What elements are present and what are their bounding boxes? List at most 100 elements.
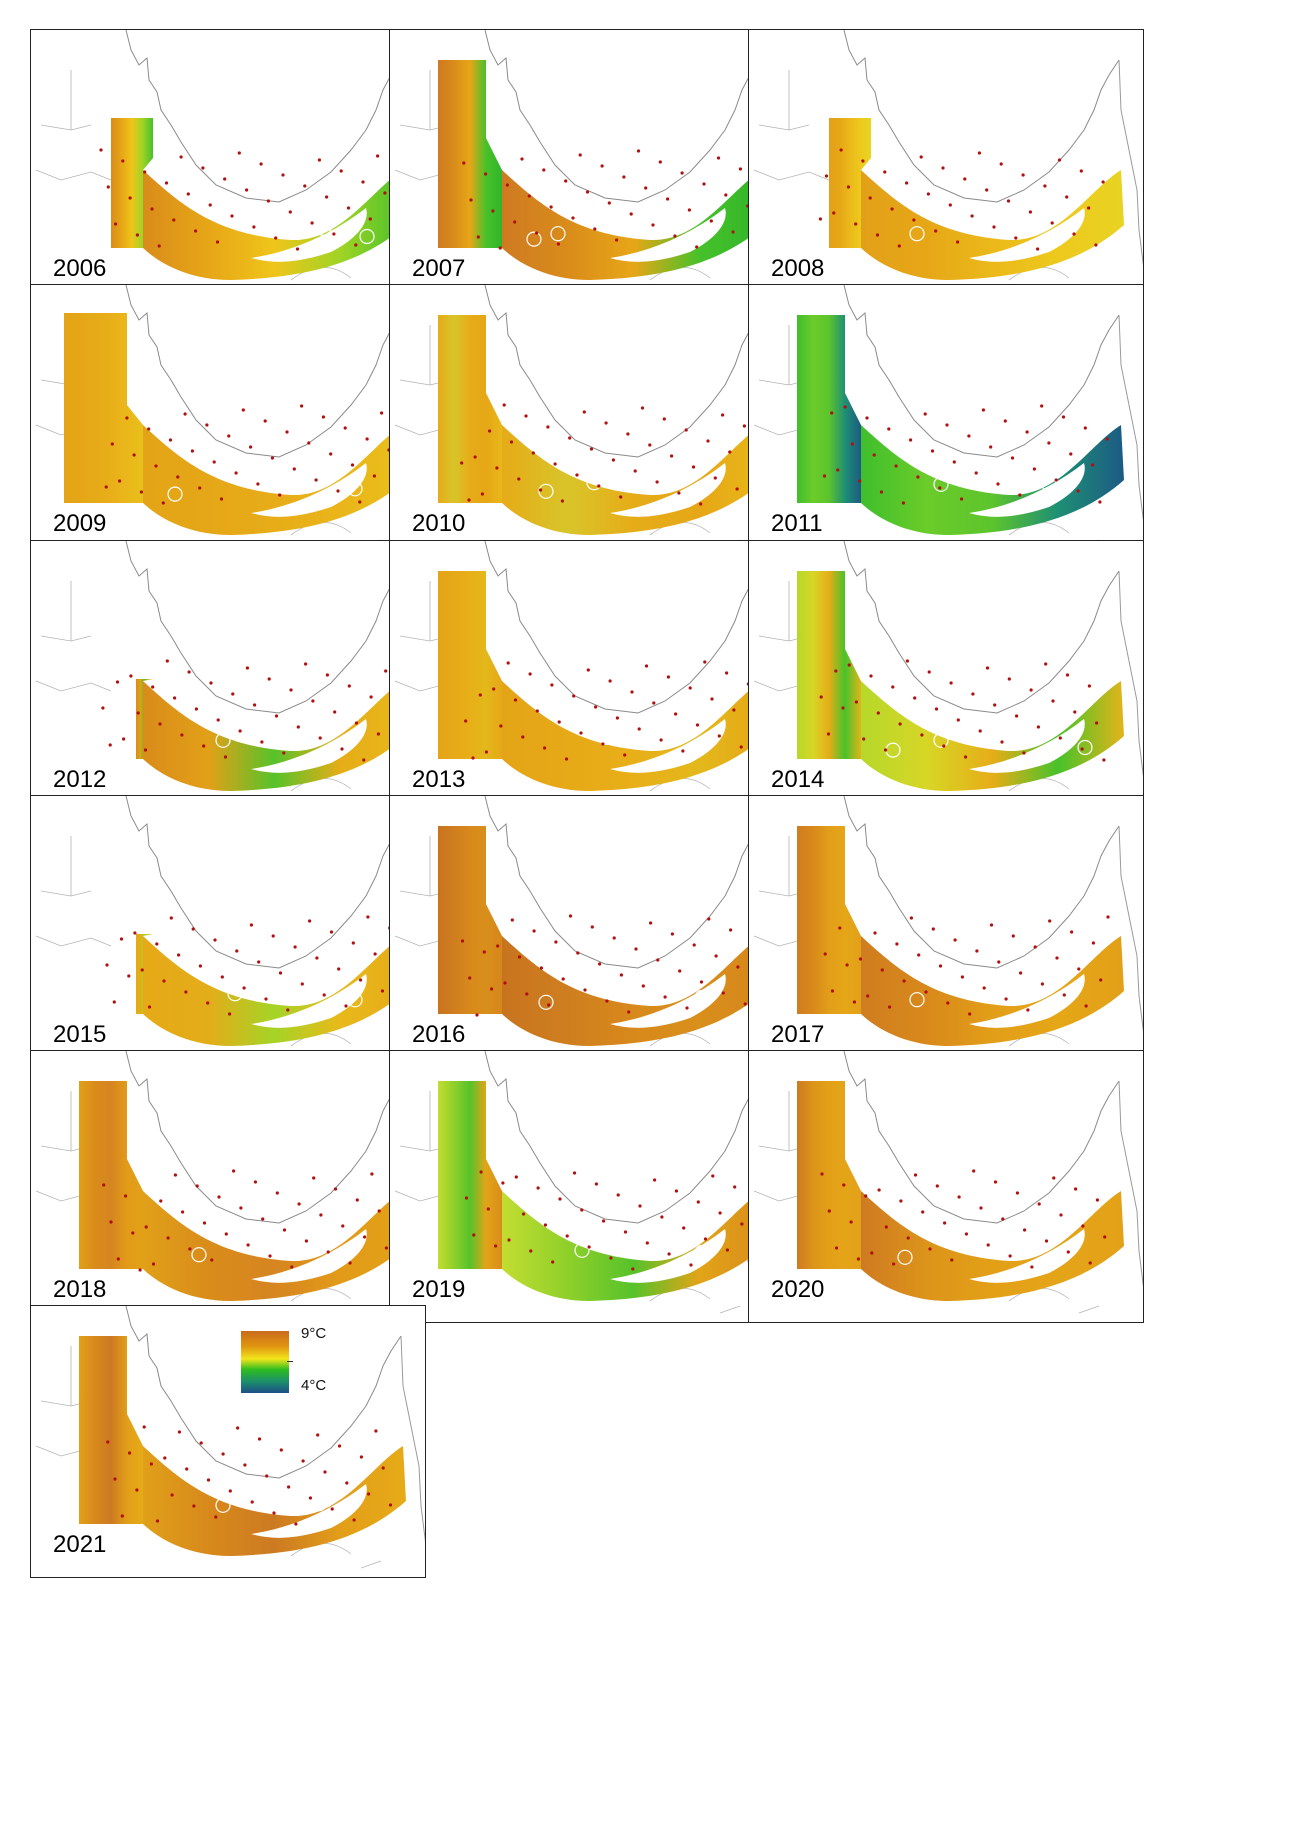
station-dot (358, 500, 362, 504)
station-dot (173, 696, 177, 700)
station-dot (739, 745, 743, 749)
station-dot (629, 212, 633, 216)
station-dot (147, 1005, 152, 1009)
map-panel-2010: 2010 (389, 284, 785, 557)
year-label: 2020 (771, 1276, 825, 1303)
station-dot (920, 733, 924, 737)
station-dot (341, 1224, 345, 1228)
station-dot (568, 914, 573, 918)
station-dot (296, 725, 300, 729)
station-dot (468, 976, 472, 980)
contour-spot (981, 472, 997, 488)
station-dot (237, 151, 241, 155)
station-dot (1040, 404, 1044, 408)
station-dot (484, 172, 488, 176)
contour-spot (634, 217, 650, 233)
station-dot (224, 1232, 228, 1236)
contour-spot (586, 475, 602, 491)
station-dot (667, 1252, 671, 1256)
station-dot (532, 929, 536, 933)
station-dot (213, 938, 217, 942)
coastline-east (1118, 570, 1143, 778)
inner-channel (610, 463, 726, 517)
temperature-map (394, 30, 784, 293)
station-dot (221, 1452, 225, 1456)
station-dot (876, 711, 880, 715)
station-dot (580, 1208, 584, 1212)
station-dot (132, 453, 136, 457)
station-dot (875, 233, 880, 237)
station-dot (253, 1180, 257, 1184)
year-label: 2012 (53, 766, 107, 793)
station-dot (1084, 1004, 1088, 1008)
station-dot (491, 209, 495, 213)
station-dot (381, 1466, 385, 1470)
station-dot (482, 950, 486, 954)
inner-channel (969, 974, 1085, 1028)
station-dot (263, 419, 267, 423)
station-dot (99, 148, 103, 152)
coastline-east (400, 1335, 425, 1543)
station-dot (266, 199, 270, 203)
survey-band (143, 936, 406, 1046)
station-dot (128, 196, 132, 200)
station-dot (626, 432, 630, 436)
station-dot (366, 915, 370, 919)
survey-west-area (438, 60, 502, 248)
station-dot (282, 1228, 287, 1232)
station-dot (521, 735, 525, 739)
station-dot (1044, 662, 1048, 666)
station-dot (346, 206, 351, 210)
station-dot (513, 220, 517, 224)
map-panel-2021: 2021 9°C 4°C (30, 1305, 426, 1578)
map-panel-2007: 2007 (389, 29, 785, 302)
contour-spot (1041, 476, 1057, 492)
map-panel-2011: 2011 (748, 284, 1144, 557)
contour-spot (909, 992, 925, 1008)
station-dot (658, 160, 662, 164)
station-dot (627, 1010, 631, 1014)
map-panel-2009: 2009 (30, 284, 426, 557)
station-dot (319, 1213, 323, 1217)
station-dot (228, 1489, 232, 1493)
station-dot (164, 181, 169, 185)
station-dot (934, 229, 938, 233)
station-dot (527, 194, 531, 198)
station-dot (1079, 169, 1083, 173)
station-dot (721, 991, 725, 995)
station-dot (824, 174, 829, 178)
station-dot (1008, 1254, 1012, 1258)
station-dot (1011, 934, 1015, 938)
station-dot (185, 1467, 189, 1471)
station-dot (205, 423, 209, 427)
station-dot (666, 197, 670, 201)
station-dot (607, 201, 611, 205)
contour-spot (634, 1238, 650, 1254)
station-dot (315, 956, 319, 960)
year-label: 2006 (53, 255, 107, 282)
map-panel-2016: 2016 (389, 795, 785, 1068)
station-dot (687, 208, 691, 212)
station-dot (210, 1258, 214, 1262)
contour-spot (550, 226, 566, 242)
station-dot (232, 1169, 236, 1173)
survey-west-area (64, 313, 143, 503)
station-dot (558, 1197, 562, 1201)
station-dot (169, 916, 173, 920)
station-dot (656, 958, 660, 962)
station-dot (183, 412, 187, 416)
inner-channel (251, 974, 367, 1028)
grid-lines (753, 70, 830, 181)
station-dot (873, 931, 877, 935)
inner-channel (969, 1229, 1085, 1283)
station-dot (114, 222, 118, 226)
year-label: 2016 (412, 1021, 466, 1048)
station-dot (703, 1237, 708, 1241)
station-dot (509, 440, 514, 444)
station-dot (1102, 758, 1106, 762)
station-dot (503, 981, 507, 985)
station-dot (1087, 206, 1091, 210)
station-dot (985, 188, 989, 192)
station-dot (476, 235, 480, 239)
inner-channel (251, 1484, 367, 1538)
